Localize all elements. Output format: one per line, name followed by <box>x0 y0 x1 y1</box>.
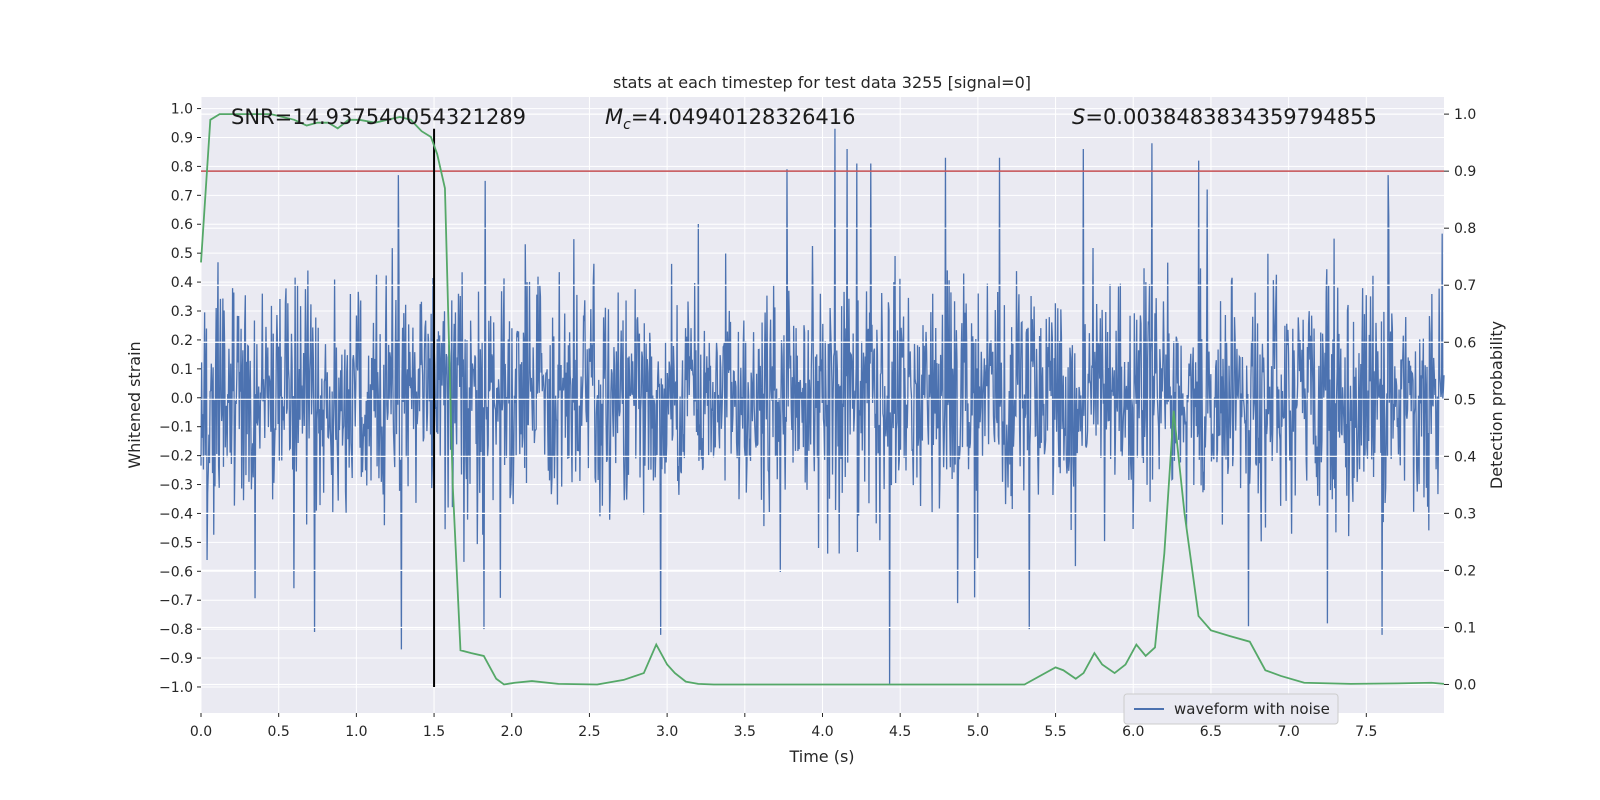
y-tick-label: 0.8 <box>171 159 193 175</box>
y-tick-label: −0.8 <box>159 622 193 638</box>
s-symbol: S <box>1072 105 1085 129</box>
y2-tick-label: 1.0 <box>1454 107 1476 123</box>
y2-tick-label: 0.6 <box>1454 335 1476 351</box>
x-tick-label: 4.0 <box>811 724 833 740</box>
y-tick-label: −0.1 <box>159 420 193 436</box>
chart-title: stats at each timestep for test data 325… <box>613 73 1031 92</box>
y-axis-ticks: 1.0 0.9 0.8 0.7 0.6 0.5 0.4 0.3 0.2 0.1 0.0 −0.1 −0.… <box>159 102 201 696</box>
x-axis-ticks: 0.0 0.5 1.0 1.5 2.0 2.5 3.0 3.5 4.0 4.5 5.0 5.5 6.0 6… <box>190 713 1377 740</box>
y-tick-label: −0.4 <box>159 506 193 522</box>
y2-tick-label: 0.8 <box>1454 221 1476 237</box>
y2-tick-label: 0.0 <box>1454 677 1476 693</box>
y-tick-label: 0.7 <box>171 188 193 204</box>
y-tick-label: −0.5 <box>159 535 193 551</box>
y-tick-label: −1.0 <box>159 680 193 696</box>
probability-line <box>200 113 1445 686</box>
y-tick-label: 0.1 <box>171 362 193 378</box>
right-axis-grid <box>201 113 1444 686</box>
s-annotation: S=0.0038483834359794855 <box>1072 105 1377 129</box>
x-tick-label: 1.0 <box>345 724 367 740</box>
x-tick-label: 1.5 <box>423 724 445 740</box>
x-tick-label: 5.5 <box>1044 724 1066 740</box>
y-tick-label: 0.3 <box>171 304 193 320</box>
x-tick-label: 0.0 <box>190 724 212 740</box>
chirp-mass-value: =4.04940128326416 <box>631 105 856 129</box>
y-tick-label: −0.6 <box>159 564 193 580</box>
chirp-mass-annotation: Mc=4.04940128326416 <box>605 105 856 133</box>
x-tick-label: 2.0 <box>501 724 523 740</box>
y-axis-label: Whitened strain <box>125 341 144 468</box>
y-tick-label: −0.3 <box>159 478 193 494</box>
y-tick-label: −0.9 <box>159 651 193 667</box>
legend: waveform with noise <box>1123 693 1339 725</box>
y2-tick-label: 0.1 <box>1454 620 1476 636</box>
y-tick-label: 0.4 <box>171 275 193 291</box>
x-tick-label: 3.5 <box>734 724 756 740</box>
y-tick-label: 0.5 <box>171 246 193 262</box>
y-tick-label: −0.7 <box>159 593 193 609</box>
legend-box <box>1123 693 1339 725</box>
chirp-mass-subscript: c <box>623 117 631 133</box>
snr-annotation: SNR=14.937540054321289 <box>231 105 526 129</box>
y2-tick-label: 0.2 <box>1454 563 1476 579</box>
x-tick-label: 6.0 <box>1122 724 1144 740</box>
x-tick-label: 6.5 <box>1200 724 1222 740</box>
y-tick-label: 0.0 <box>171 391 193 407</box>
x-tick-label: 7.5 <box>1355 724 1377 740</box>
y2-tick-label: 0.9 <box>1454 164 1476 180</box>
y-tick-label: 1.0 <box>171 102 193 118</box>
x-tick-label: 0.5 <box>268 724 290 740</box>
x-tick-label: 5.0 <box>967 724 989 740</box>
y2-axis-ticks: 1.0 0.9 0.8 0.7 0.6 0.5 0.4 0.3 0.2 0.1 0.0 <box>1444 107 1476 693</box>
y-tick-label: 0.2 <box>171 333 193 349</box>
x-tick-label: 7.0 <box>1277 724 1299 740</box>
legend-entry: waveform with noise <box>1174 700 1330 718</box>
y-tick-label: −0.2 <box>159 449 193 465</box>
y2-tick-label: 0.4 <box>1454 449 1476 465</box>
y2-tick-label: 0.5 <box>1454 392 1476 408</box>
waveform-series <box>200 128 1445 685</box>
x-axis-label: Time (s) <box>788 747 854 766</box>
y-tick-label: 0.9 <box>171 130 193 146</box>
y2-axis-label: Detection probability <box>1487 321 1506 489</box>
x-tick-label: 2.5 <box>578 724 600 740</box>
chirp-mass-symbol: M <box>605 105 623 129</box>
s-value: =0.0038483834359794855 <box>1085 105 1377 129</box>
x-tick-label: 3.0 <box>656 724 678 740</box>
y-tick-label: 0.6 <box>171 217 193 233</box>
y2-tick-label: 0.7 <box>1454 278 1476 294</box>
probability-series <box>200 113 1445 686</box>
y2-tick-label: 0.3 <box>1454 506 1476 522</box>
x-tick-label: 4.5 <box>889 724 911 740</box>
waveform-line <box>200 128 1445 685</box>
